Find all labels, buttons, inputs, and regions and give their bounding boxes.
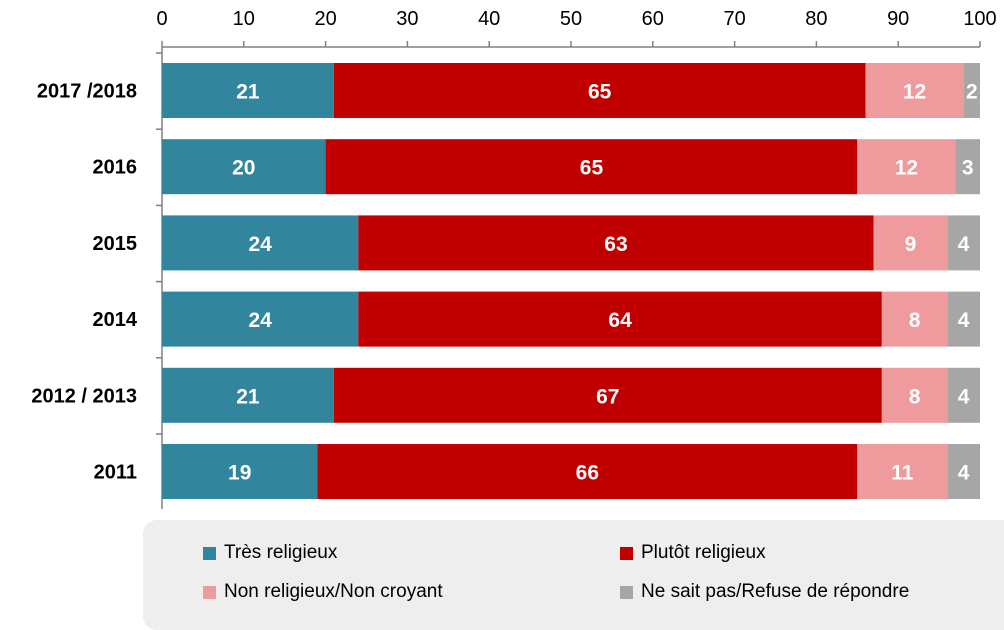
x-tick-label: 30	[396, 8, 418, 30]
data-label-tres-religieux: 24	[248, 309, 272, 332]
legend-item-plutot-religieux: Plutôt religieux	[620, 542, 766, 564]
bar-segment-tres-religieux	[162, 63, 334, 118]
bar-segment-plutot-religieux	[333, 63, 866, 118]
data-label-ne-sait-pas-refuse-de-repondre: 4	[958, 233, 970, 256]
bar-segment-tres-religieux	[162, 139, 326, 195]
data-label-tres-religieux: 24	[248, 233, 272, 256]
legend-swatch-ne-sait-pas	[620, 585, 633, 599]
bar-segment-plutot-religieux	[325, 139, 858, 195]
bar-segment-non-religieux-non-croyant	[865, 63, 964, 118]
bar-segment-tres-religieux	[162, 444, 318, 499]
category-label-2014: 2014	[93, 309, 138, 331]
x-tick-label: 50	[560, 8, 582, 30]
data-label-plutot-religieux: 65	[588, 81, 612, 104]
data-label-tres-religieux: 21	[236, 385, 260, 408]
category-label-2017-2018: 2017 /2018	[37, 81, 137, 103]
data-label-tres-religieux: 19	[228, 462, 251, 485]
legend-label-non-religieux: Non religieux/Non croyant	[224, 581, 443, 602]
bar-segment-ne-sait-pas-refuse-de-repondre	[947, 367, 980, 423]
bar-segment-tres-religieux	[162, 215, 359, 271]
bar-segment-non-religieux-non-croyant	[881, 291, 948, 347]
legend-label-tres-religieux: Très religieux	[224, 542, 338, 563]
data-label-tres-religieux: 20	[232, 157, 255, 180]
x-tick-label: 80	[805, 8, 827, 30]
data-label-ne-sait-pas-refuse-de-repondre: 4	[958, 462, 970, 485]
data-label-plutot-religieux: 64	[608, 309, 632, 332]
x-tick-label: 0	[156, 8, 167, 30]
bar-segment-plutot-religieux	[358, 291, 882, 347]
data-label-non-religieux-non-croyant: 9	[905, 233, 917, 256]
bar-segment-non-religieux-non-croyant	[857, 139, 956, 195]
data-label-non-religieux-non-croyant: 8	[909, 309, 921, 332]
bar-segment-ne-sait-pas-refuse-de-repondre	[947, 291, 980, 347]
bar-segment-ne-sait-pas-refuse-de-repondre	[947, 444, 980, 499]
legend-label-plutot-religieux: Plutôt religieux	[641, 542, 766, 563]
data-label-plutot-religieux: 67	[596, 385, 619, 408]
data-label-plutot-religieux: 63	[604, 233, 627, 256]
bar-segment-tres-religieux	[162, 367, 334, 423]
x-tick-label: 10	[233, 8, 255, 30]
data-label-tres-religieux: 21	[236, 81, 260, 104]
bar-segment-plutot-religieux	[317, 444, 858, 499]
category-label-2015: 2015	[93, 233, 138, 255]
data-label-plutot-religieux: 65	[580, 157, 604, 180]
legend-label-ne-sait-pas: Ne sait pas/Refuse de répondre	[641, 581, 910, 602]
legend: Très religieux Plutôt religieux Non reli…	[143, 520, 1004, 630]
x-tick-label: 20	[314, 8, 336, 30]
data-label-non-religieux-non-croyant: 11	[891, 462, 914, 485]
legend-item-non-religieux: Non religieux/Non croyant	[203, 581, 443, 603]
bar-segment-ne-sait-pas-refuse-de-repondre	[963, 63, 980, 118]
bar-segment-plutot-religieux	[333, 367, 882, 423]
category-label-2011: 2011	[94, 462, 137, 484]
x-tick-label: 100	[963, 8, 996, 30]
legend-swatch-plutot-religieux	[620, 546, 633, 560]
data-label-non-religieux-non-croyant: 12	[895, 157, 918, 180]
x-tick-label: 40	[478, 8, 500, 30]
bar-segment-ne-sait-pas-refuse-de-repondre	[947, 215, 980, 271]
data-label-ne-sait-pas-refuse-de-repondre: 2	[966, 81, 978, 104]
bar-segment-non-religieux-non-croyant	[873, 215, 948, 271]
bar-segment-non-religieux-non-croyant	[881, 367, 948, 423]
bar-segment-plutot-religieux	[358, 215, 874, 271]
data-label-non-religieux-non-croyant: 12	[903, 81, 926, 104]
legend-swatch-non-religieux	[203, 585, 216, 599]
category-label-2012-2013: 2012 / 2013	[31, 385, 137, 407]
x-tick-label: 70	[723, 8, 745, 30]
x-tick-label: 60	[642, 8, 664, 30]
data-label-non-religieux-non-croyant: 8	[909, 385, 921, 408]
bar-segment-ne-sait-pas-refuse-de-repondre	[955, 139, 980, 195]
bar-segment-non-religieux-non-croyant	[857, 444, 948, 499]
legend-item-ne-sait-pas: Ne sait pas/Refuse de répondre	[620, 581, 909, 603]
category-label-2016: 2016	[93, 157, 138, 179]
data-label-ne-sait-pas-refuse-de-repondre: 4	[958, 309, 970, 332]
data-label-plutot-religieux: 66	[576, 462, 599, 485]
stacked-bar-chart: 0 10 20 30 40 50 60 70 80 90 100 2017 /2018 21 65 12 2 2…	[31, 8, 997, 509]
legend-item-tres-religieux: Très religieux	[203, 542, 337, 564]
bar-segment-tres-religieux	[162, 291, 359, 347]
data-label-ne-sait-pas-refuse-de-repondre: 3	[962, 157, 974, 180]
x-tick-label: 90	[887, 8, 909, 30]
data-label-ne-sait-pas-refuse-de-repondre: 4	[958, 385, 970, 408]
legend-swatch-tres-religieux	[203, 546, 216, 560]
